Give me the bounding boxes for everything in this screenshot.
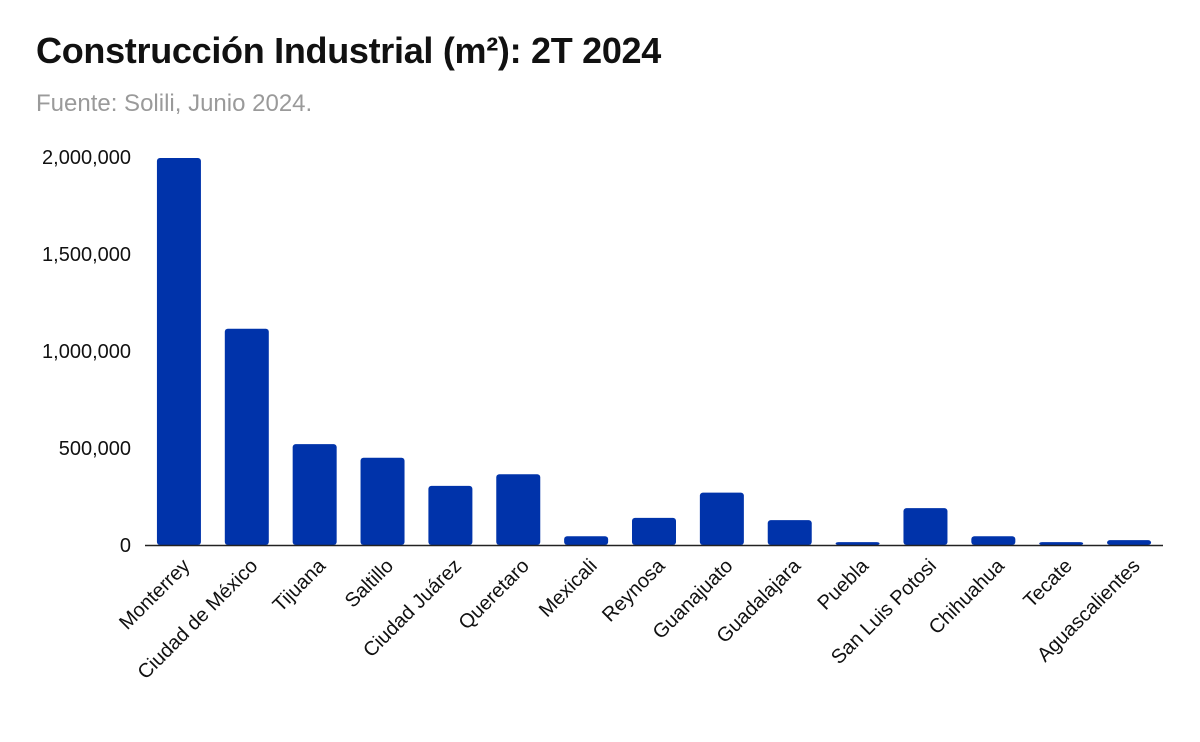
bars bbox=[156, 157, 1152, 545]
y-tick-label: 2,000,000 bbox=[42, 147, 131, 169]
bar bbox=[360, 457, 405, 545]
y-tick-label: 500,000 bbox=[59, 438, 131, 460]
bar bbox=[971, 536, 1016, 545]
x-tick-label: Puebla bbox=[814, 554, 874, 614]
bar bbox=[496, 474, 541, 545]
y-tick-label: 1,000,000 bbox=[42, 341, 131, 363]
x-tick-label: Reynosa bbox=[598, 554, 670, 626]
chart-title: Construcción Industrial (m²): 2T 2024 bbox=[36, 30, 662, 71]
y-tick-label: 1,500,000 bbox=[42, 244, 131, 266]
x-tick-label: Chihuahua bbox=[925, 554, 1010, 639]
bar bbox=[292, 444, 337, 545]
x-tick-label: Queretaro bbox=[455, 555, 534, 634]
x-tick-label: Ciudad de México bbox=[134, 555, 263, 684]
bar bbox=[428, 485, 473, 545]
bar bbox=[903, 508, 948, 545]
bar bbox=[1039, 542, 1084, 545]
x-tick-label: Tijuana bbox=[269, 554, 331, 616]
bar bbox=[835, 542, 880, 545]
x-tick-label: Tecate bbox=[1020, 555, 1077, 612]
bar bbox=[564, 536, 609, 545]
x-tick-label: Mexicali bbox=[535, 555, 602, 622]
y-tick-label: 0 bbox=[120, 535, 131, 557]
x-tick-label: Saltillo bbox=[341, 555, 398, 612]
y-axis-ticks: 0 500,000 1,000,000 1,500,000 2,000,000 bbox=[42, 147, 131, 557]
bar bbox=[632, 517, 676, 545]
chart-source: Fuente: Solili, Junio 2024. bbox=[36, 90, 313, 117]
bar bbox=[699, 492, 744, 545]
bar bbox=[767, 520, 812, 545]
bar bbox=[1107, 540, 1152, 545]
bar bbox=[156, 157, 201, 545]
bar bbox=[224, 328, 269, 545]
